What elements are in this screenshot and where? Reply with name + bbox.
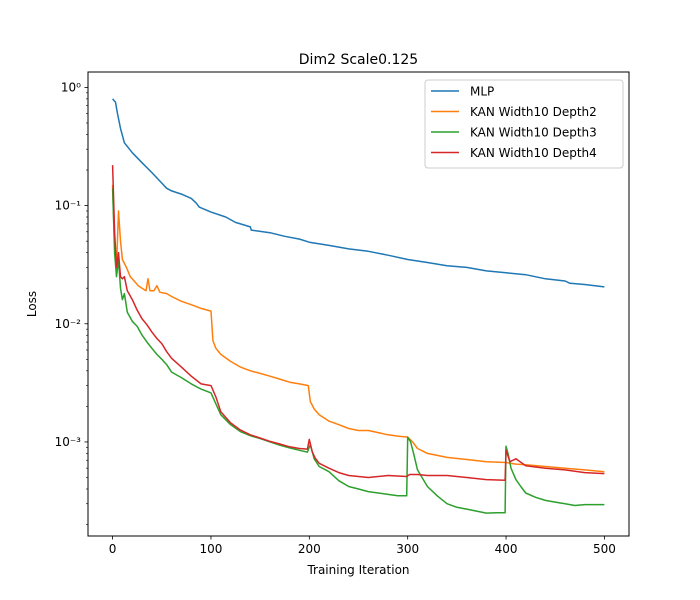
x-axis-label: Training Iteration	[306, 563, 409, 577]
ticks-layer: 0 100 200 300 400 500 10⁻³ 10⁻² 10⁻¹ 10⁰	[55, 80, 616, 556]
legend-label-0: MLP	[470, 85, 494, 99]
series-layer	[111, 98, 605, 514]
legend-label-1: KAN Width10 Depth2	[470, 105, 597, 119]
series-line-0	[112, 98, 605, 288]
series-line-3	[111, 165, 605, 481]
y-tick-label: 10⁰	[61, 80, 81, 94]
legend-label-3: KAN Width10 Depth4	[470, 146, 597, 160]
x-tick-label: 200	[298, 542, 321, 556]
chart-title: Dim2 Scale0.125	[299, 52, 418, 68]
legend-box	[424, 79, 624, 169]
y-tick-label: 10⁻¹	[55, 199, 82, 213]
x-tick-label: 0	[109, 542, 117, 556]
y-tick-label: 10⁻³	[55, 435, 82, 449]
series-line-1	[111, 184, 605, 473]
legend-label-2: KAN Width10 Depth3	[470, 126, 597, 140]
x-tick-label: 300	[396, 542, 419, 556]
y-tick-label: 10⁻²	[55, 317, 82, 331]
plot-frame	[87, 71, 630, 537]
x-tick-label: 400	[495, 542, 518, 556]
legend: MLP KAN Width10 Depth2 KAN Width10 Depth3 K…	[424, 79, 624, 169]
x-tick-label: 100	[200, 542, 223, 556]
x-tick-label: 500	[593, 542, 616, 556]
y-axis-label: Loss	[25, 291, 39, 317]
